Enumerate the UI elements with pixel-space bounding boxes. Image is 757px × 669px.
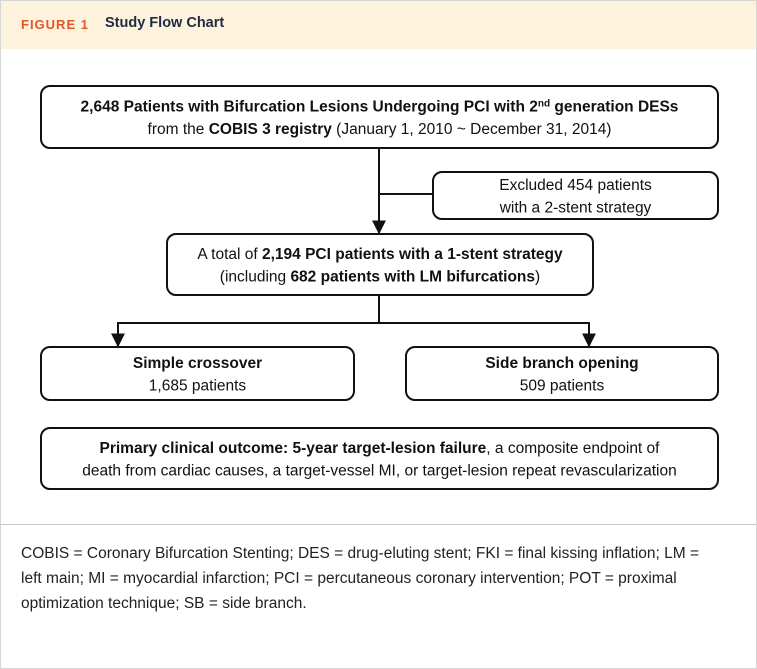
flow-chart: 2,648 Patients with Bifurcation Lesions … <box>40 85 719 490</box>
node-text: with a 2-stent strategy <box>499 199 652 216</box>
text-run: 509 patients <box>520 377 605 394</box>
text-run: Primary clinical outcome: 5-year target-… <box>100 440 487 457</box>
node-text: Excluded 454 patients <box>499 177 652 194</box>
node: Primary clinical outcome: 5-year target-… <box>40 427 719 490</box>
text-run: (January 1, 2010 ~ December 31, 2014) <box>332 121 612 138</box>
text-run: A total of <box>197 246 262 263</box>
node-text: Primary clinical outcome: 5-year target-… <box>100 440 661 457</box>
text-run: ) <box>535 268 540 285</box>
node-text: Simple crossover <box>133 355 262 372</box>
node: Excluded 454 patients with a 2-stent stra… <box>432 171 719 220</box>
figure-title: Study Flow Chart <box>105 15 225 31</box>
caption: COBIS = Coronary Bifurcation Stenting; D… <box>21 545 700 612</box>
node: A total of 2,194 PCI patients with a 1-s… <box>166 233 594 296</box>
text-run: COBIS 3 registry <box>209 121 333 138</box>
text-run: Side branch opening <box>485 355 638 372</box>
node-text: 509 patients <box>520 377 605 394</box>
text-run: 2,648 Patients with Bifurcation Lesions … <box>81 98 538 115</box>
figure-label: FIGURE 1 <box>21 17 89 32</box>
node-text: from the COBIS 3 registry (January 1, 20… <box>148 121 612 138</box>
text-run: (including <box>220 268 291 285</box>
node: 2,648 Patients with Bifurcation Lesions … <box>40 85 719 149</box>
text-run: , a composite endpoint of <box>486 440 660 457</box>
node: Side branch opening 509 patients <box>405 346 719 401</box>
figure-header: FIGURE 1 Study Flow Chart <box>1 1 756 49</box>
connectors <box>111 148 596 348</box>
node-text: A total of 2,194 PCI patients with a 1-s… <box>197 246 563 263</box>
node-box <box>166 233 594 296</box>
node-text: 2,648 Patients with Bifurcation Lesions … <box>81 98 679 116</box>
text-run: generation DESs <box>550 98 678 115</box>
node-text: death from cardiac causes, a target-vess… <box>82 462 676 479</box>
node-text: (including 682 patients with LM bifurcat… <box>220 268 540 285</box>
node-text: 1,685 patients <box>149 377 247 394</box>
node-box <box>405 346 719 401</box>
text-run: from the <box>148 121 209 138</box>
node-text: Side branch opening <box>485 355 638 372</box>
text-run: death from cardiac causes, a target-vess… <box>82 462 676 479</box>
text-run: 1,685 patients <box>149 377 247 394</box>
node-box <box>40 427 719 490</box>
text-run: Simple crossover <box>133 355 262 372</box>
text-run: 682 patients with LM bifurcations <box>290 268 535 285</box>
node-box <box>40 346 355 401</box>
text-run: nd <box>538 98 550 109</box>
node-box <box>432 171 719 220</box>
node: Simple crossover 1,685 patients <box>40 346 355 401</box>
text-run: with a 2-stent strategy <box>499 199 652 216</box>
separator <box>1 524 756 525</box>
text-run: Excluded 454 patients <box>499 177 652 194</box>
text-run: 2,194 PCI patients with a 1-stent strate… <box>262 246 563 263</box>
node-box <box>40 85 719 149</box>
